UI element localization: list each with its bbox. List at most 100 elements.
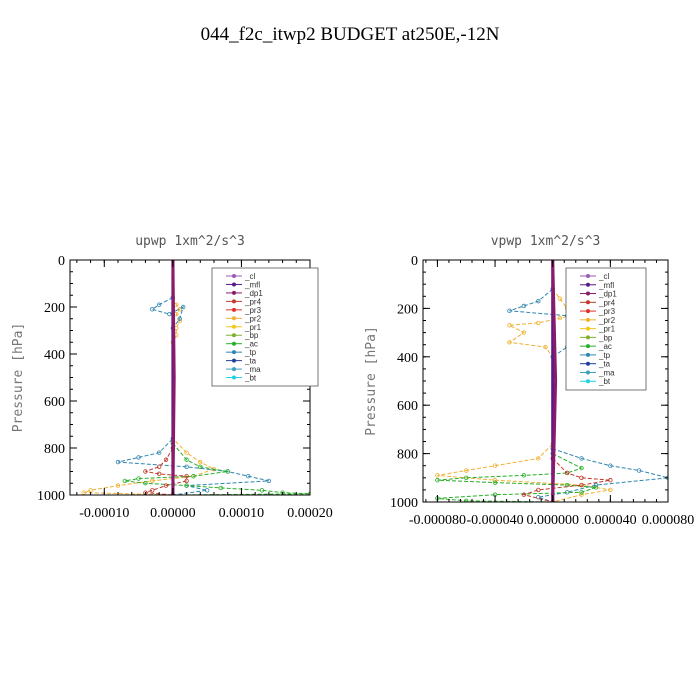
y-tick-label: 800 [397, 448, 418, 463]
data-point [464, 475, 469, 480]
panel-title: upwp 1xm^2/s^3 [135, 234, 245, 249]
y-tick-label: 0 [58, 254, 65, 269]
legend-label: _bt [244, 374, 257, 383]
data-point [564, 470, 570, 476]
series-line-tp [509, 288, 668, 502]
data-point [492, 480, 498, 485]
data-point [143, 469, 148, 474]
series-line-pr4 [145, 447, 188, 495]
legend-marker [586, 282, 590, 287]
legend-label: _pr1 [598, 325, 616, 334]
data-point [191, 474, 196, 479]
legend-marker [586, 326, 590, 331]
legend-label: _ma [598, 368, 615, 377]
y-tick-label: 200 [44, 301, 65, 316]
data-point [156, 471, 162, 477]
data-point [150, 307, 155, 312]
data-point [184, 450, 189, 455]
data-point [184, 457, 189, 462]
legend-label: _pr4 [244, 297, 262, 306]
legend-label: _pr4 [598, 298, 616, 307]
series-group [81, 260, 310, 495]
legend-marker [586, 335, 590, 340]
y-tick-label: 400 [397, 351, 418, 366]
data-point [163, 457, 169, 462]
x-tick-label: 0.00000 [150, 506, 196, 521]
series-line-pr2 [83, 297, 216, 495]
y-axis-label: Pressure [hPa] [364, 326, 379, 436]
legend-label: _pr2 [244, 314, 262, 323]
y-tick-label: 800 [44, 442, 65, 457]
panel-2: vpwp 1xm^2/s^3 Pressure [hPa] 0 200 400 600 80… [364, 234, 694, 528]
legend-label: _ac [598, 342, 612, 351]
data-point [167, 311, 172, 317]
panel-title: vpwp 1xm^2/s^3 [491, 234, 601, 249]
data-point [536, 494, 541, 500]
panel-1: upwp 1xm^2/s^3 Pressure [hPa] 0 200 400 600 80… [11, 234, 333, 521]
legend-marker [586, 370, 590, 375]
data-point [608, 478, 613, 483]
data-point [579, 465, 584, 471]
legend-marker [232, 367, 236, 372]
data-point [521, 330, 527, 335]
legend-label: _tp [598, 351, 611, 360]
y-tick-label: 1000 [37, 489, 65, 504]
legend-marker [586, 379, 590, 384]
data-point [521, 303, 527, 309]
data-point [266, 478, 272, 484]
legend-marker [586, 300, 590, 305]
data-point [218, 485, 224, 491]
series-line-pr4 [522, 458, 611, 502]
y-tick-label: 0 [411, 254, 418, 269]
legend-marker [586, 352, 590, 357]
legend-marker [232, 316, 236, 321]
legend-marker [586, 344, 590, 349]
data-point [150, 478, 155, 484]
legend-marker [232, 290, 236, 295]
data-point [536, 298, 541, 304]
data-point [557, 315, 563, 321]
legend-marker [232, 358, 236, 363]
data-point [184, 483, 189, 488]
data-point [593, 482, 599, 488]
legend-label: _pr3 [598, 307, 616, 316]
x-tick-label: -0.000080 [409, 513, 466, 528]
x-tick-label: 0.000000 [526, 513, 579, 528]
data-point [156, 302, 162, 307]
data-point [464, 468, 469, 473]
data-point [81, 490, 86, 495]
data-point [536, 320, 541, 326]
legend-marker [232, 324, 236, 329]
legend-label: _cl [244, 272, 255, 281]
data-point [435, 473, 440, 478]
legend-label: _tp [244, 348, 257, 357]
data-point [636, 468, 642, 473]
y-tick-label: 400 [44, 348, 65, 363]
legend-marker [232, 307, 236, 312]
legend-marker [232, 282, 236, 287]
data-point [507, 323, 512, 328]
legend-marker [232, 299, 236, 304]
data-point [536, 487, 541, 493]
data-point [464, 498, 469, 502]
legend-label: _pr2 [598, 316, 616, 325]
legend-label: _ta [244, 357, 257, 366]
data-point [608, 487, 613, 493]
data-point [115, 459, 121, 465]
legend-label: _bt [598, 377, 611, 386]
legend-label: _bp [598, 333, 613, 342]
y-tick-label: 200 [397, 302, 418, 317]
data-point [507, 308, 512, 314]
x-tick-label: 0.00010 [219, 506, 265, 521]
data-point [136, 476, 141, 481]
data-point [122, 478, 128, 484]
data-point [521, 492, 527, 497]
legend-label: _pr3 [244, 306, 262, 315]
data-point [579, 456, 584, 461]
data-point [543, 344, 548, 350]
data-point [307, 491, 310, 495]
data-point [184, 474, 189, 479]
y-tick-label: 600 [397, 399, 418, 414]
data-point [198, 464, 203, 469]
